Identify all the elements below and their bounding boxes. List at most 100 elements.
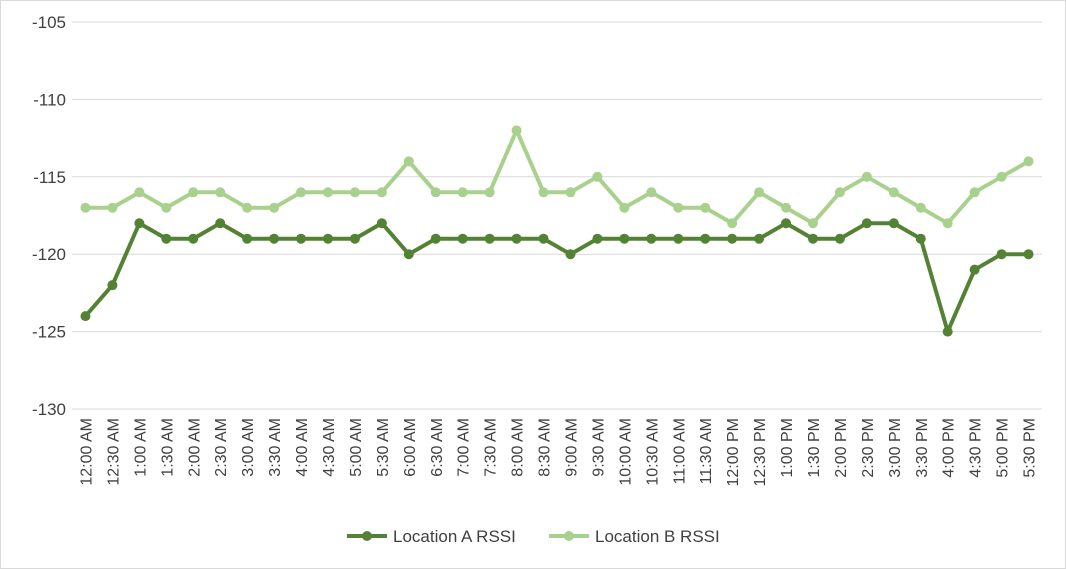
data-point <box>134 218 145 229</box>
data-point <box>403 156 414 167</box>
data-point <box>807 218 818 229</box>
data-point <box>565 187 576 198</box>
data-point <box>888 218 899 229</box>
x-tick-label: 5:00 PM <box>995 418 1012 478</box>
legend-label: Location A RSSI <box>393 527 516 546</box>
data-point <box>727 233 738 244</box>
x-tick-label: 3:00 PM <box>887 418 904 478</box>
data-point <box>592 233 603 244</box>
data-point <box>619 233 630 244</box>
data-point <box>727 218 738 229</box>
y-tick-label: -110 <box>33 90 66 109</box>
x-tick-label: 7:30 AM <box>483 418 500 477</box>
series-group <box>80 125 1034 337</box>
x-tick-label: 2:00 PM <box>833 418 850 478</box>
data-point <box>781 202 792 213</box>
data-point <box>861 171 872 182</box>
x-tick-label: 3:30 PM <box>914 418 931 478</box>
data-point <box>619 202 630 213</box>
data-point <box>996 249 1007 260</box>
data-point <box>700 202 711 213</box>
data-point <box>457 187 468 198</box>
data-point <box>269 202 280 213</box>
data-point <box>754 187 765 198</box>
data-point <box>969 264 980 275</box>
x-tick-label: 4:30 AM <box>321 418 338 477</box>
x-tick-label: 5:00 AM <box>348 418 365 477</box>
x-tick-label: 1:30 PM <box>806 418 823 478</box>
data-point <box>834 187 845 198</box>
data-point <box>781 218 792 229</box>
x-tick-label: 9:00 AM <box>563 418 580 477</box>
x-tick-label: 11:30 AM <box>698 418 715 484</box>
data-point <box>296 233 307 244</box>
x-tick-label: 12:00 PM <box>725 418 742 486</box>
data-point <box>215 218 226 229</box>
data-point <box>511 233 522 244</box>
x-tick-label: 4:00 PM <box>941 418 958 478</box>
x-tick-label: 12:00 AM <box>78 418 95 486</box>
data-point <box>1023 156 1034 167</box>
legend-marker <box>362 531 372 541</box>
x-tick-label: 7:00 AM <box>456 418 473 477</box>
data-point <box>538 233 549 244</box>
data-point <box>807 233 818 244</box>
data-point <box>349 187 360 198</box>
x-tick-label: 1:00 AM <box>132 418 149 477</box>
gridlines <box>72 21 1042 410</box>
data-point <box>296 187 307 198</box>
x-tick-label: 5:30 PM <box>1022 418 1039 478</box>
data-point <box>1023 249 1034 260</box>
y-tick-label: -120 <box>32 245 66 264</box>
x-tick-label: 3:30 AM <box>267 418 284 477</box>
data-point <box>242 233 253 244</box>
data-point <box>484 233 495 244</box>
data-point <box>942 218 953 229</box>
x-tick-label: 6:00 AM <box>402 418 419 477</box>
data-point <box>349 233 360 244</box>
x-tick-label: 3:00 AM <box>240 418 257 477</box>
data-point <box>457 233 468 244</box>
x-tick-label: 1:30 AM <box>159 418 176 477</box>
x-tick-label: 10:00 AM <box>617 418 634 486</box>
data-point <box>134 187 145 198</box>
data-point <box>242 202 253 213</box>
y-tick-label: -130 <box>32 400 66 419</box>
data-point <box>484 187 495 198</box>
data-point <box>322 233 333 244</box>
data-point <box>511 125 522 136</box>
data-point <box>80 202 91 213</box>
data-point <box>754 233 765 244</box>
data-point <box>188 187 199 198</box>
data-point <box>161 202 172 213</box>
data-point <box>646 233 657 244</box>
data-point <box>376 218 387 229</box>
y-tick-label: -125 <box>32 323 66 342</box>
series-line <box>85 128 1030 226</box>
data-point <box>188 233 199 244</box>
x-tick-label: 1:00 PM <box>779 418 796 478</box>
data-point <box>888 187 899 198</box>
data-point <box>107 280 118 291</box>
data-point <box>215 187 226 198</box>
x-tick-label: 10:30 AM <box>644 418 661 486</box>
data-point <box>403 249 414 260</box>
data-point <box>915 233 926 244</box>
data-point <box>269 233 280 244</box>
data-point <box>430 233 441 244</box>
data-point <box>107 202 118 213</box>
legend-marker <box>564 531 574 541</box>
series-line <box>83 221 1029 334</box>
data-point <box>700 233 711 244</box>
x-tick-label: 12:30 AM <box>105 418 122 486</box>
x-tick-label: 2:30 AM <box>213 418 230 477</box>
data-point <box>646 187 657 198</box>
data-point <box>969 187 980 198</box>
x-tick-label: 4:30 PM <box>968 418 985 478</box>
data-point <box>834 233 845 244</box>
x-axis-ticks: 12:00 AM 12:30 AM 1:00 AM 1:30 AM 2:00 AM 2:3… <box>78 418 1038 486</box>
legend: Location A RSSI Location B RSSI <box>347 527 720 546</box>
data-point <box>861 218 872 229</box>
data-point <box>430 187 441 198</box>
